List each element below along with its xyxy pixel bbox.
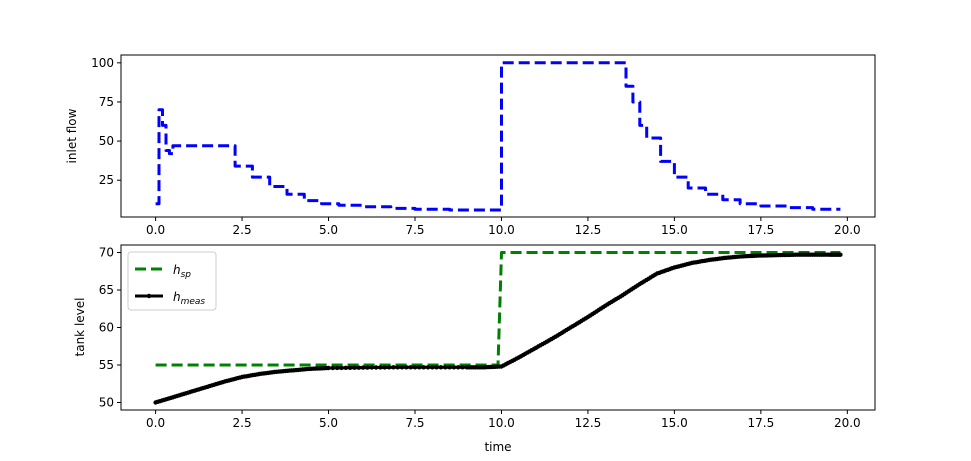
tank-level-data-point — [408, 365, 413, 370]
legend-label-hsp: hsp — [173, 263, 191, 280]
tank-level-y-ticks: 50 55 60 65 70 — [99, 246, 121, 410]
inlet-flow-y-tick-label: 50 — [99, 134, 114, 148]
inlet-flow-x-tick-label: 15.0 — [661, 223, 688, 237]
tank-level-data-point — [456, 365, 461, 370]
inlet-flow-axes: 0.0 2.5 5.0 7.5 10.0 12.5 15.0 17.5 20.0 25 50 75 1… — [65, 54, 876, 237]
legend-label-hmeas-base: h — [173, 290, 181, 304]
inlet-flow-frame — [120, 54, 876, 218]
tank-level-x-ticks: 0.0 2.5 5.0 7.5 10.0 12.5 15.0 17.5 20.0 — [146, 410, 861, 430]
tank-level-data-point — [391, 365, 396, 370]
tank-level-y-tick-label: 70 — [99, 246, 114, 260]
tank-level-data-point — [838, 252, 843, 257]
tank-level-data-point — [373, 365, 379, 370]
tank-level-y-axis-label: tank level — [73, 298, 87, 357]
inlet-flow-x-tick-label: 5.0 — [319, 223, 338, 237]
tank-level-data-point — [347, 365, 353, 370]
tank-level-x-tick-label: 12.5 — [575, 416, 602, 430]
legend: hsp hmeas — [127, 251, 217, 311]
tank-level-data-point — [352, 365, 357, 370]
tank-level-axes: 0.0 2.5 5.0 7.5 10.0 12.5 15.0 17.5 20.0 50 55 60 6… — [73, 244, 876, 454]
tank-level-data-point — [382, 365, 387, 370]
inlet-flow-x-tick-label: 20.0 — [834, 223, 861, 237]
inlet-flow-x-tick-label: 0.0 — [146, 223, 165, 237]
tank-level-x-tick-label: 0.0 — [146, 416, 165, 430]
inlet-flow-x-tick-label: 7.5 — [405, 223, 424, 237]
tank-level-data-point — [356, 365, 361, 370]
tank-level-data-point — [460, 365, 465, 370]
tank-level-data-point — [365, 365, 370, 370]
tank-level-y-tick-label: 65 — [99, 283, 114, 297]
tank-level-data-point — [326, 365, 331, 371]
legend-label-hsp-base: h — [173, 263, 181, 277]
legend-label-hmeas-sub: meas — [181, 297, 206, 307]
inlet-flow-x-tick-label: 2.5 — [233, 223, 252, 237]
tank-level-x-tick-label: 17.5 — [748, 416, 775, 430]
inlet-flow-x-ticks: 0.0 2.5 5.0 7.5 10.0 12.5 15.0 17.5 20.0 — [146, 217, 861, 237]
inlet-flow-y-tick-label: 100 — [91, 56, 114, 70]
tank-level-data-point — [417, 365, 422, 370]
legend-swatch-hmeas-marker — [146, 293, 152, 299]
tank-level-data-point — [399, 365, 405, 370]
tank-level-data-point — [430, 365, 435, 370]
legend-label-hmeas: hmeas — [173, 290, 205, 307]
tank-level-x-tick-label: 5.0 — [319, 416, 338, 430]
tank-level-x-tick-label: 10.0 — [488, 416, 515, 430]
inlet-flow-x-tick-label: 10.0 — [488, 223, 515, 237]
tank-level-data-point — [425, 365, 431, 370]
inlet-flow-y-axis-label: inlet flow — [65, 108, 79, 163]
tank-level-data-point — [369, 365, 374, 370]
tank-level-data-point — [378, 365, 383, 370]
tank-level-data-point — [395, 365, 400, 370]
tank-level-data-point — [404, 365, 409, 370]
tank-level-data-point — [451, 365, 457, 370]
tank-level-y-tick-label: 60 — [99, 321, 114, 335]
tank-level-y-tick-label: 55 — [99, 358, 114, 372]
tank-level-data-point — [438, 365, 444, 370]
tank-level-data-point — [339, 365, 344, 371]
tank-level-data-point — [443, 365, 448, 370]
tank-level-data-point — [447, 365, 452, 370]
tank-level-data-point — [434, 365, 439, 370]
tank-level-data-point — [335, 365, 340, 371]
tank-level-data-point — [412, 365, 418, 370]
tank-level-plot-area — [153, 251, 843, 405]
tank-level-x-tick-label: 15.0 — [661, 416, 688, 430]
inlet-flow-plot-area — [155, 61, 841, 212]
tank-level-series-1-markers — [153, 252, 843, 405]
time-x-axis-label: time — [484, 440, 511, 454]
tank-level-data-point — [421, 365, 426, 370]
tank-level-data-point — [343, 365, 348, 370]
tank-level-y-tick-label: 50 — [99, 396, 114, 410]
tank-level-data-point — [386, 365, 392, 370]
inlet-flow-y-tick-label: 25 — [99, 173, 114, 187]
inlet-flow-series-0-line — [155, 61, 841, 212]
legend-label-hsp-sub: sp — [181, 270, 192, 280]
tank-level-data-point — [330, 365, 335, 371]
inlet-flow-y-ticks: 25 50 75 100 — [91, 56, 121, 187]
tank-level-data-point — [360, 365, 366, 370]
inlet-flow-x-tick-label: 17.5 — [748, 223, 775, 237]
tank-level-x-tick-label: 20.0 — [834, 416, 861, 430]
tank-level-x-tick-label: 2.5 — [233, 416, 252, 430]
tank-level-series-0-line — [155, 251, 841, 367]
inlet-flow-y-tick-label: 75 — [99, 95, 114, 109]
inlet-flow-x-tick-label: 12.5 — [575, 223, 602, 237]
tank-level-x-tick-label: 7.5 — [405, 416, 424, 430]
